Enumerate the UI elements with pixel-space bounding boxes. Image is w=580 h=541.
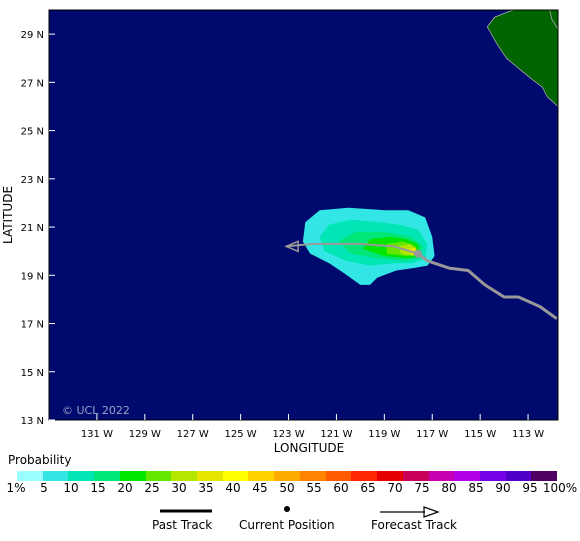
map-frame (48, 9, 559, 421)
past-track-line (416, 252, 558, 320)
lon-tick-label: 131 W (81, 429, 113, 440)
colorbar-label: 50 (279, 481, 295, 495)
lat-tick-label: 17 N (21, 320, 44, 331)
forecast-track-key-label: Forecast Track (371, 518, 457, 532)
colorbar-cell (402, 471, 429, 481)
colorbar-label: 100% (542, 481, 578, 495)
colorbar-label: 95 (522, 481, 538, 495)
colorbar-label: 20 (117, 481, 133, 495)
lon-tick-label: 121 W (320, 429, 352, 440)
colorbar-cell (428, 471, 455, 481)
colorbar-cell (377, 471, 403, 481)
ocean-background (49, 10, 558, 420)
colorbar-label: 10 (63, 481, 79, 495)
lon-tick-label: 113 W (512, 429, 544, 440)
lon-tick-label: 117 W (416, 429, 448, 440)
colorbar-label: 25 (144, 481, 160, 495)
colorbar-cell (248, 471, 275, 481)
latitude-ticks: 29 N 27 N 25 N 23 N 21 N 19 N 17 N 15 N 13 N (21, 30, 55, 427)
lat-tick-label: 29 N (21, 30, 44, 41)
colorbar-label: 70 (387, 481, 403, 495)
track-key: Past Track Current Position Forecast Tra… (0, 505, 580, 539)
copyright-text: © UCL 2022 (62, 404, 130, 417)
lat-tick-label: 19 N (21, 271, 44, 282)
lon-tick-label: 129 W (129, 429, 161, 440)
colorbar-cell (505, 471, 532, 481)
lon-tick-label: 115 W (464, 429, 496, 440)
colorbar-cell (531, 471, 558, 481)
colorbar-cell (94, 471, 120, 481)
colorbar-cell (299, 471, 326, 481)
colorbar-cell (42, 471, 69, 481)
colorbar-cell (17, 471, 43, 481)
colorbar-label: 60 (333, 481, 349, 495)
probability-layer (302, 207, 435, 285)
colorbar-cell (68, 471, 95, 481)
longitude-ticks: 131 W 129 W 127 W 125 W 123 W 121 W 119 W 117 W… (81, 414, 544, 440)
colorbar-cell (222, 471, 249, 481)
colorbar-cell (351, 471, 378, 481)
forecast-track-key-arrow (380, 506, 440, 518)
probability-colorbar-labels: 1% 5 10 15 20 25 30 35 40 45 50 55 60 65 70 75 80 85 90 95 1… (0, 481, 580, 495)
lat-tick-label: 15 N (21, 368, 44, 379)
legend-title: Probability (8, 453, 72, 467)
past-track-key-label: Past Track (152, 518, 213, 532)
colorbar-label: 15 (90, 481, 106, 495)
lat-tick-label: 25 N (21, 127, 44, 138)
lat-tick-label: 27 N (21, 78, 44, 89)
colorbar-cell (171, 471, 198, 481)
colorbar-label: 75 (414, 481, 430, 495)
colorbar-cell (197, 471, 223, 481)
current-position-key-label: Current Position (239, 518, 335, 532)
colorbar-cell (479, 471, 506, 481)
colorbar-label: 5 (40, 481, 48, 495)
colorbar-label: 35 (198, 481, 214, 495)
forecast-arrowhead (284, 240, 299, 253)
colorbar-cell (274, 471, 300, 481)
longitude-axis-title: LONGITUDE (274, 441, 344, 455)
past-track-key-line (160, 509, 212, 513)
colorbar-cell (119, 471, 146, 481)
latitude-axis-title: LATITUDE (1, 186, 15, 244)
lat-tick-label: 23 N (21, 175, 44, 186)
current-position-key-dot (284, 506, 290, 512)
colorbar-cell (325, 471, 352, 481)
probability-colorbar (17, 471, 558, 481)
lat-tick-label: 21 N (21, 223, 44, 234)
colorbar-label: 80 (441, 481, 457, 495)
colorbar-label: 45 (252, 481, 268, 495)
lon-tick-label: 127 W (177, 429, 209, 440)
colorbar-label: 90 (495, 481, 511, 495)
lat-tick-label: 13 N (21, 416, 44, 427)
colorbar-label: 55 (306, 481, 322, 495)
forecast-track-line (286, 242, 419, 255)
lon-tick-label: 119 W (368, 429, 400, 440)
colorbar-label: 85 (468, 481, 484, 495)
lon-tick-label: 123 W (272, 429, 304, 440)
colorbar-cell (145, 471, 172, 481)
colorbar-label: 1% (6, 481, 26, 495)
lon-tick-label: 125 W (225, 429, 257, 440)
colorbar-label: 30 (171, 481, 187, 495)
colorbar-cell (454, 471, 480, 481)
colorbar-label: 40 (225, 481, 241, 495)
current-position-marker (413, 249, 422, 258)
colorbar-label: 65 (360, 481, 376, 495)
